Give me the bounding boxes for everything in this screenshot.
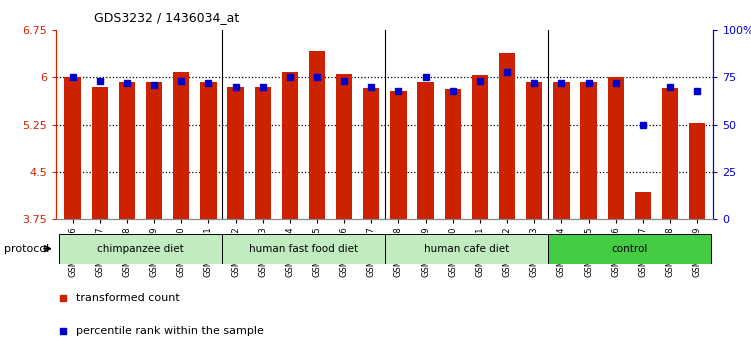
Bar <box>92 87 108 219</box>
Bar <box>173 72 189 219</box>
Bar <box>472 75 488 219</box>
Bar <box>553 82 569 219</box>
Bar <box>581 82 597 219</box>
Bar <box>222 234 385 264</box>
Bar <box>228 87 243 219</box>
Text: protocol: protocol <box>4 244 49 254</box>
Text: transformed count: transformed count <box>76 293 179 303</box>
Bar <box>445 89 461 219</box>
Text: GDS3232 / 1436034_at: GDS3232 / 1436034_at <box>94 11 239 24</box>
Bar <box>689 123 705 219</box>
Bar <box>255 87 271 219</box>
Bar <box>363 88 379 219</box>
Text: percentile rank within the sample: percentile rank within the sample <box>76 326 264 336</box>
Text: human fast food diet: human fast food diet <box>249 244 358 254</box>
Bar <box>65 78 81 219</box>
Bar <box>119 82 135 219</box>
Text: chimpanzee diet: chimpanzee diet <box>97 244 184 254</box>
Bar <box>547 234 710 264</box>
Bar <box>391 91 406 219</box>
Bar <box>526 82 542 219</box>
Bar <box>59 234 222 264</box>
Bar <box>201 82 216 219</box>
Bar <box>309 51 325 219</box>
Bar <box>146 82 162 219</box>
Bar <box>635 192 651 219</box>
Bar <box>418 82 434 219</box>
Bar <box>662 88 678 219</box>
Text: human cafe diet: human cafe diet <box>424 244 509 254</box>
Bar <box>336 74 352 219</box>
Bar <box>499 53 515 219</box>
Bar <box>608 78 624 219</box>
Bar <box>282 72 298 219</box>
Text: control: control <box>611 244 647 254</box>
Bar <box>385 234 547 264</box>
